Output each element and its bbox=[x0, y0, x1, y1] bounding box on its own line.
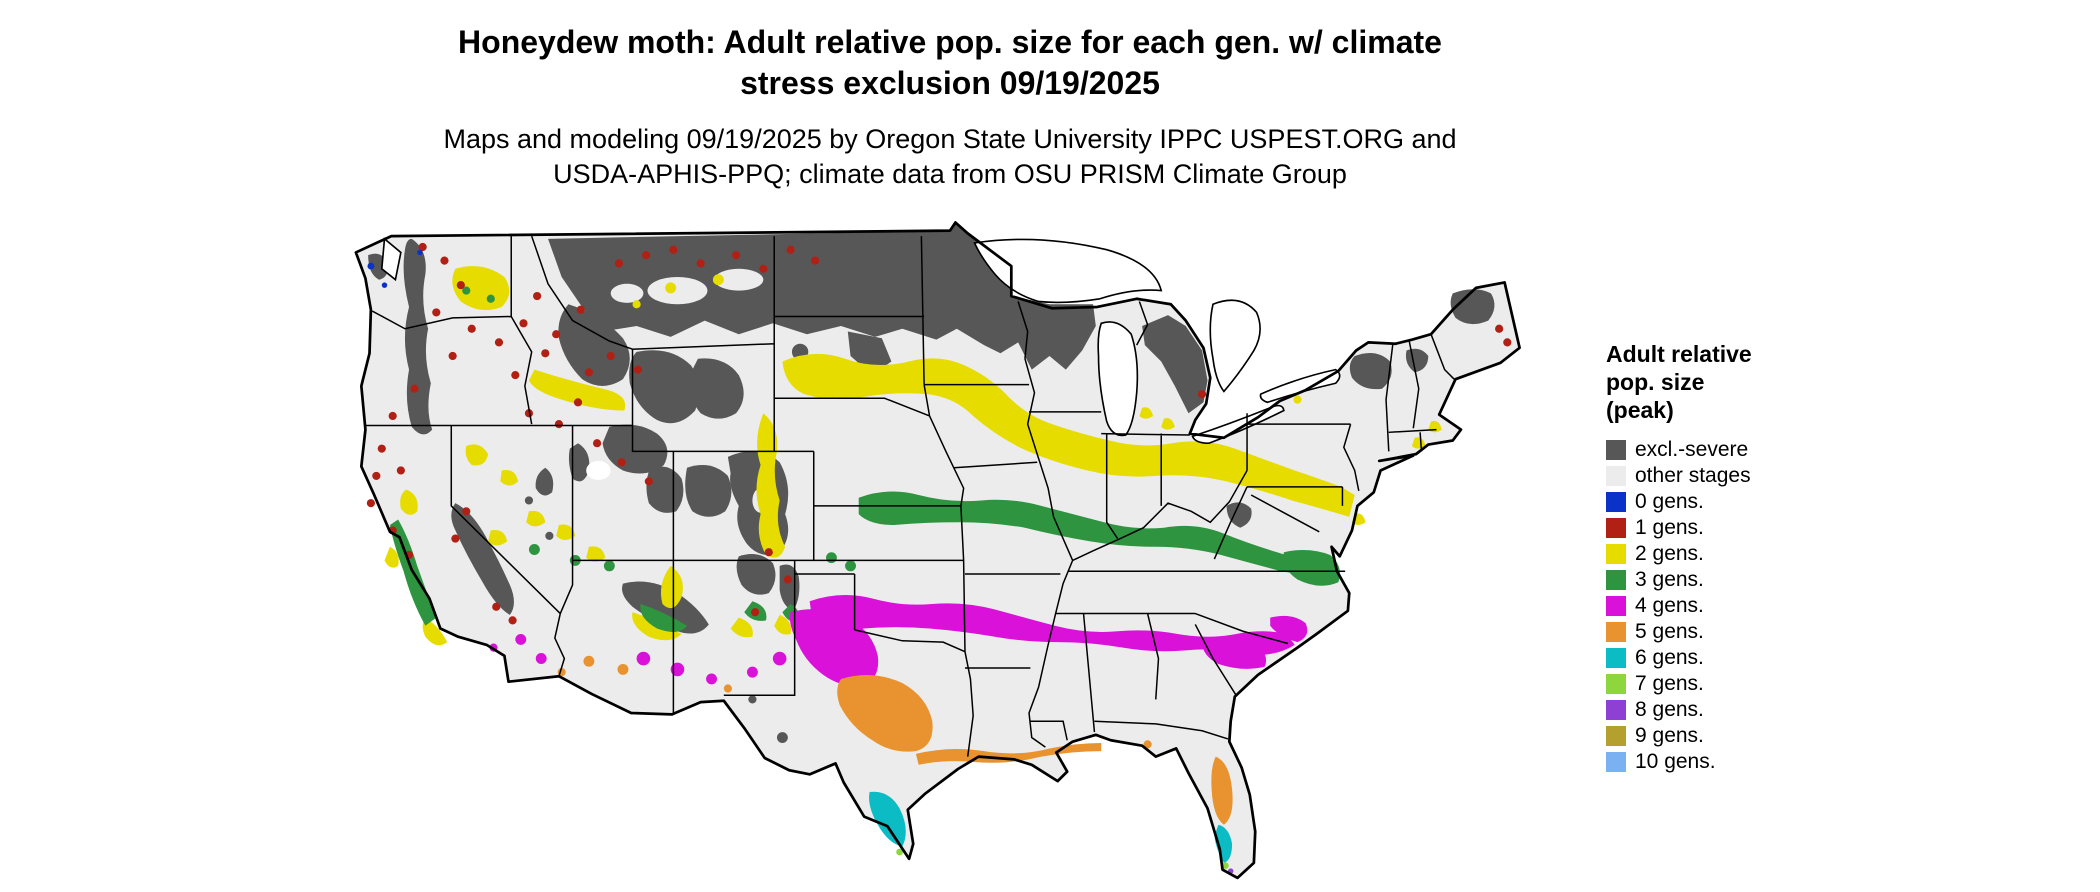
legend-entry: 9 gens. bbox=[1606, 723, 1926, 749]
legend-entry-label: 3 gens. bbox=[1635, 568, 1704, 591]
legend-entry-label: excl.-severe bbox=[1635, 438, 1749, 461]
legend-swatch bbox=[1606, 518, 1626, 538]
legend-entry-label: 7 gens. bbox=[1635, 672, 1704, 695]
region-other-patches bbox=[610, 268, 769, 513]
page-title: Honeydew moth: Adult relative pop. size … bbox=[250, 22, 1650, 104]
page-title-line2: stress exclusion 09/19/2025 bbox=[740, 65, 1160, 101]
legend-entry: 7 gens. bbox=[1606, 671, 1926, 697]
page-title-line1: Honeydew moth: Adult relative pop. size … bbox=[458, 24, 1442, 60]
legend-title-line3: (peak) bbox=[1606, 397, 1674, 423]
legend-entry-label: 8 gens. bbox=[1635, 698, 1704, 721]
page-subtitle-line1: Maps and modeling 09/19/2025 by Oregon S… bbox=[443, 124, 1457, 154]
legend-entry: 3 gens. bbox=[1606, 567, 1926, 593]
us-map-svg bbox=[354, 221, 1521, 880]
legend-entry-label: 1 gens. bbox=[1635, 516, 1704, 539]
legend-entry-label: 6 gens. bbox=[1635, 646, 1704, 669]
legend-entry-label: 4 gens. bbox=[1635, 594, 1704, 617]
legend-swatch bbox=[1606, 596, 1626, 616]
legend-entry: 2 gens. bbox=[1606, 541, 1926, 567]
legend-entry-label: 10 gens. bbox=[1635, 750, 1716, 773]
legend-swatch bbox=[1606, 674, 1626, 694]
legend-entry: 1 gens. bbox=[1606, 515, 1926, 541]
legend-swatch bbox=[1606, 726, 1626, 746]
legend-entry-label: 2 gens. bbox=[1635, 542, 1704, 565]
region-0gens-speckles bbox=[367, 249, 423, 288]
page-subtitle-line2: USDA-APHIS-PPQ; climate data from OSU PR… bbox=[553, 159, 1347, 189]
legend-swatch bbox=[1606, 700, 1626, 720]
legend-entry-label: 9 gens. bbox=[1635, 724, 1704, 747]
legend-swatch bbox=[1606, 440, 1626, 460]
great-lakes bbox=[380, 237, 1341, 481]
legend-title: Adult relative pop. size (peak) bbox=[1606, 340, 1926, 424]
legend-entry-label: 0 gens. bbox=[1635, 490, 1704, 513]
page-subtitle: Maps and modeling 09/19/2025 by Oregon S… bbox=[250, 122, 1650, 192]
legend-entry: excl.-severe bbox=[1606, 437, 1926, 463]
legend-entries: excl.-severe other stages 0 gens. 1 gens. 2 … bbox=[1606, 437, 1926, 775]
legend-swatch bbox=[1606, 466, 1626, 486]
legend-swatch bbox=[1606, 492, 1626, 512]
region-6gens bbox=[869, 791, 1233, 863]
legend-entry: 5 gens. bbox=[1606, 619, 1926, 645]
us-generations-map bbox=[330, 208, 1570, 891]
legend-entry: 10 gens. bbox=[1606, 749, 1926, 775]
legend-entry: 8 gens. bbox=[1606, 697, 1926, 723]
legend-entry-label: other stages bbox=[1635, 464, 1751, 487]
legend-entry: other stages bbox=[1606, 463, 1926, 489]
legend-entry: 4 gens. bbox=[1606, 593, 1926, 619]
state-borders bbox=[364, 235, 1455, 757]
legend-swatch bbox=[1606, 622, 1626, 642]
legend-title-line2: pop. size bbox=[1606, 369, 1705, 395]
legend-entry-label: 5 gens. bbox=[1635, 620, 1704, 643]
region-7gens-speckles bbox=[896, 848, 1229, 870]
legend-swatch bbox=[1606, 752, 1626, 772]
legend-entry: 0 gens. bbox=[1606, 489, 1926, 515]
region-4gens bbox=[489, 595, 1308, 687]
region-5gens bbox=[557, 655, 1233, 825]
map-legend: Adult relative pop. size (peak) excl.-se… bbox=[1606, 340, 1926, 775]
legend-swatch bbox=[1606, 544, 1626, 564]
us-outline bbox=[354, 221, 1521, 880]
legend-title-line1: Adult relative bbox=[1606, 341, 1752, 367]
region-2gens bbox=[384, 266, 1442, 646]
legend-entry: 6 gens. bbox=[1606, 645, 1926, 671]
legend-swatch bbox=[1606, 648, 1626, 668]
legend-swatch bbox=[1606, 570, 1626, 590]
region-1gen-speckles bbox=[366, 242, 1512, 625]
